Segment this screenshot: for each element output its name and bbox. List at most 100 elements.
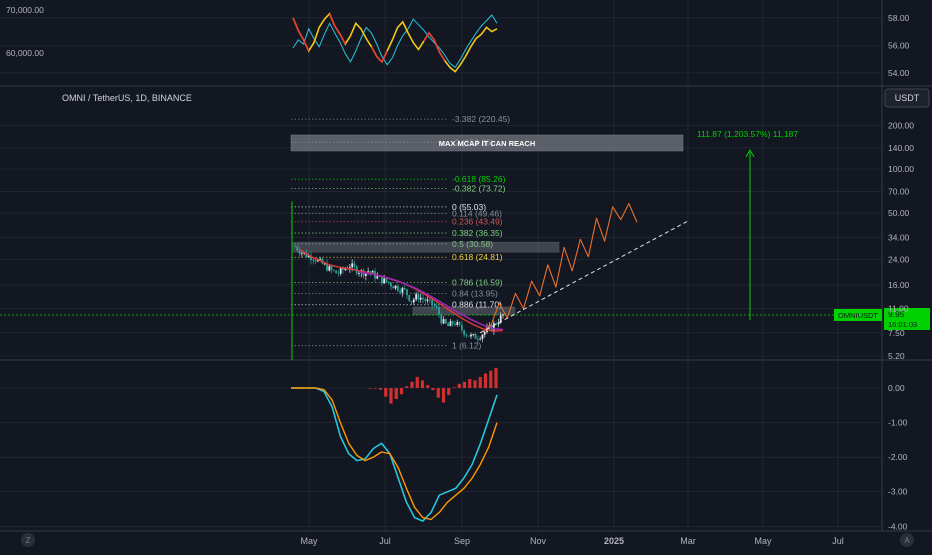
- trendline-support: [479, 220, 689, 334]
- candle-body: [319, 258, 322, 260]
- candle-body: [369, 271, 372, 273]
- price-tag-value: 9.95: [888, 309, 905, 319]
- currency-button[interactable]: USDT: [884, 88, 930, 108]
- x-axis-label: May: [754, 536, 772, 546]
- x-axis-label: Jul: [832, 536, 844, 546]
- candle-body: [454, 323, 456, 325]
- candle-body: [332, 269, 335, 271]
- max-mcap-box: [290, 134, 684, 152]
- fib-label: -0.382 (73.72): [452, 183, 506, 193]
- histogram-bar: [389, 388, 393, 404]
- candle-body: [412, 299, 415, 303]
- candle-body: [495, 323, 498, 325]
- candle-body: [376, 276, 379, 279]
- candle-body: [481, 334, 484, 339]
- candle-body: [401, 288, 404, 293]
- symbol-tag: [834, 308, 882, 321]
- histogram-bar: [468, 379, 472, 389]
- candle-body: [502, 314, 504, 316]
- histogram-bar: [447, 388, 451, 395]
- oscillator-orange-line: [291, 387, 498, 521]
- candle-body: [364, 271, 367, 276]
- target-label: 111.87 (1,203.57%) 11,187: [697, 129, 798, 139]
- candle-body: [451, 321, 454, 324]
- histogram-bar: [473, 380, 477, 389]
- projection-path: [482, 202, 638, 333]
- candle-body: [339, 268, 342, 274]
- top-series-teal: [292, 14, 498, 69]
- top-series-yellow: [292, 12, 498, 73]
- candle-body: [307, 255, 310, 258]
- candle-body: [296, 246, 299, 251]
- candle-body: [406, 289, 408, 296]
- top-series-red-segment: [423, 31, 446, 62]
- candle-body: [390, 283, 392, 287]
- histogram-bar: [478, 376, 482, 389]
- histogram-bar: [489, 370, 493, 389]
- price-axis-tick: 70.00: [888, 187, 910, 197]
- candle-body: [483, 332, 486, 335]
- candle-body: [497, 322, 500, 325]
- target-arrow-head: [745, 148, 755, 158]
- candle-body: [422, 297, 424, 300]
- price-axis-tick: 16.00: [888, 280, 910, 290]
- projection: [479, 202, 689, 334]
- oscillator-axis-tick: -3.00: [888, 487, 908, 497]
- max-mcap-label: MAX MCAP IT CAN REACH: [439, 139, 536, 148]
- currency-button-label: USDT: [895, 93, 920, 103]
- bottom-left-logo[interactable]: Z: [21, 533, 35, 547]
- candle-body: [492, 323, 495, 331]
- candle-body: [467, 335, 470, 337]
- candle-body: [456, 322, 459, 325]
- top-pane-lines: [292, 12, 498, 73]
- histogram-bar: [441, 388, 446, 403]
- candle-body: [383, 278, 386, 284]
- candle-body: [358, 273, 360, 274]
- candle-body: [442, 319, 445, 324]
- fib-label: -0.618 (85.26): [452, 174, 506, 184]
- fib-label: 1 (6.12): [452, 341, 481, 351]
- main-axis-ticks: 200.00 140.00 100.00 70.00 50.00 34.00 24.00 16…: [888, 120, 914, 361]
- candle-body: [312, 260, 315, 261]
- support-zone-box: [412, 306, 516, 316]
- candle-body: [294, 246, 296, 248]
- histogram-bar: [399, 388, 404, 395]
- auto-scale-button[interactable]: A: [900, 533, 914, 547]
- oscillator-pane: 0.00 -1.00 -2.00 -3.00 -4.00: [291, 367, 908, 531]
- price-tag-countdown: 16:01:03: [888, 320, 917, 329]
- candle-body: [435, 305, 438, 308]
- fib-label: -3.382 (220.45): [452, 114, 510, 124]
- top-right-tick: 56.00: [888, 40, 910, 50]
- oscillator-axis-tick: -1.00: [888, 418, 908, 428]
- candle-body: [408, 295, 411, 301]
- top-series-red-segment: [292, 17, 310, 52]
- histogram-bar: [457, 383, 461, 389]
- candle-body: [344, 268, 347, 270]
- histogram-bar: [426, 385, 430, 389]
- candle-body: [367, 271, 370, 273]
- candle-body: [330, 266, 333, 270]
- candle-body: [470, 334, 472, 337]
- auto-scale-button-text: A: [904, 536, 910, 545]
- histogram-bar: [436, 388, 440, 398]
- price-axis-tick: 5.20: [888, 351, 905, 361]
- top-right-tick: 54.00: [888, 68, 910, 78]
- candle-body: [300, 252, 303, 254]
- candle-body: [440, 314, 443, 324]
- price-axis-tick: 34.00: [888, 232, 910, 242]
- histogram-bar: [494, 367, 498, 389]
- candle-body: [428, 299, 431, 301]
- candle-body: [431, 299, 434, 306]
- candle-body: [305, 252, 308, 258]
- candle-body: [326, 263, 328, 271]
- price-axis-tick: 7.50: [888, 328, 905, 338]
- moving-averages: [299, 249, 504, 332]
- histogram-bar: [378, 388, 383, 390]
- candle-body: [460, 324, 463, 331]
- candle-body: [463, 330, 466, 335]
- candle-body: [392, 286, 395, 289]
- candle-body: [323, 263, 326, 265]
- candle-body: [476, 338, 479, 340]
